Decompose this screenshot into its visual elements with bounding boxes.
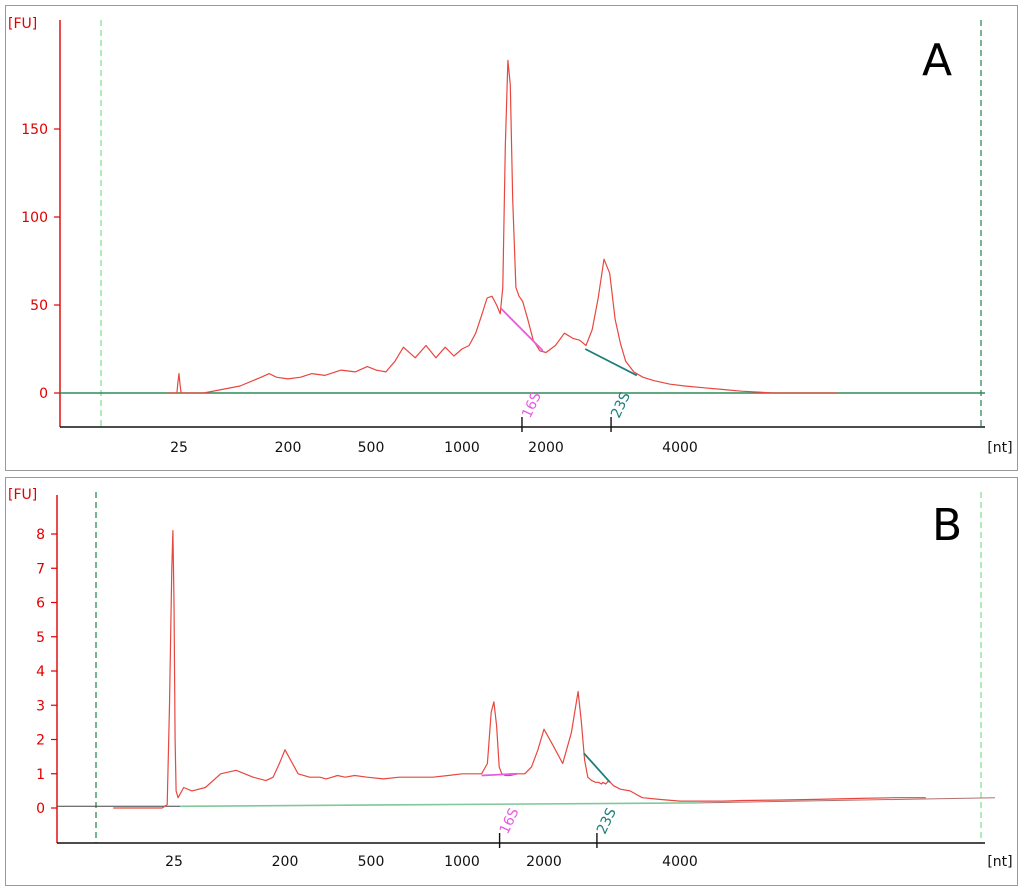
panel-b: 0 1 2 3 4 5 6 7 8 [FU] 25 200 500 1000 2000 4000 [nt] 16S… <box>5 477 1018 886</box>
y-tick-label: 5 <box>36 630 45 646</box>
y-tick-label: 4 <box>36 664 45 680</box>
marker-line-23s <box>583 752 611 783</box>
y-tick-label: 50 <box>30 298 48 314</box>
y-tick-label: 7 <box>36 561 45 577</box>
x-tick-label: 500 <box>358 440 385 456</box>
y-tick-label: 150 <box>21 122 48 138</box>
y-tick-label: 2 <box>36 733 45 749</box>
x-tick-label: 25 <box>170 440 188 456</box>
x-tick-label: 1000 <box>444 440 480 456</box>
x-tick-label: 2000 <box>526 854 562 870</box>
y-tick-label: 0 <box>39 386 48 402</box>
y-unit-label: [FU] <box>8 487 37 503</box>
marker-line-16s <box>500 307 544 352</box>
x-tick-label: 500 <box>358 854 385 870</box>
x-unit-label: [nt] <box>987 440 1012 456</box>
marker-line-16s <box>481 772 518 777</box>
y-tick-label: 3 <box>36 698 45 714</box>
x-tick-label: 1000 <box>444 854 480 870</box>
panel-frame <box>5 5 1018 471</box>
x-tick-label: 25 <box>165 854 183 870</box>
panel-letter: A <box>922 35 952 86</box>
panel-letter: B <box>932 500 962 551</box>
x-tick-label: 2000 <box>528 440 564 456</box>
panel-a: 0 50 100 150 [FU] 25 200 500 1000 2000 4000 [nt] 16S… <box>5 5 1018 471</box>
panel-frame <box>5 477 1018 886</box>
y-tick-label: 8 <box>36 527 45 543</box>
y-unit-label: [FU] <box>8 16 37 32</box>
x-tick-label: 4000 <box>662 440 698 456</box>
y-tick-label: 0 <box>36 801 45 817</box>
marker-label-23s: 23S <box>608 390 634 421</box>
y-tick-label: 1 <box>36 767 45 783</box>
marker-label-16s: 16S <box>519 390 545 421</box>
baseline <box>699 797 996 804</box>
y-tick-label: 100 <box>21 210 48 226</box>
x-unit-label: [nt] <box>987 854 1012 870</box>
trace-line <box>113 530 926 809</box>
trace-line <box>167 59 837 394</box>
marker-line-23s <box>584 348 638 377</box>
x-tick-label: 4000 <box>662 854 698 870</box>
marker-label-23s: 23S <box>594 806 620 837</box>
y-tick-label: 6 <box>36 596 45 612</box>
x-tick-label: 200 <box>275 440 302 456</box>
marker-label-16s: 16S <box>497 806 523 837</box>
x-tick-label: 200 <box>272 854 299 870</box>
baseline <box>179 802 701 808</box>
